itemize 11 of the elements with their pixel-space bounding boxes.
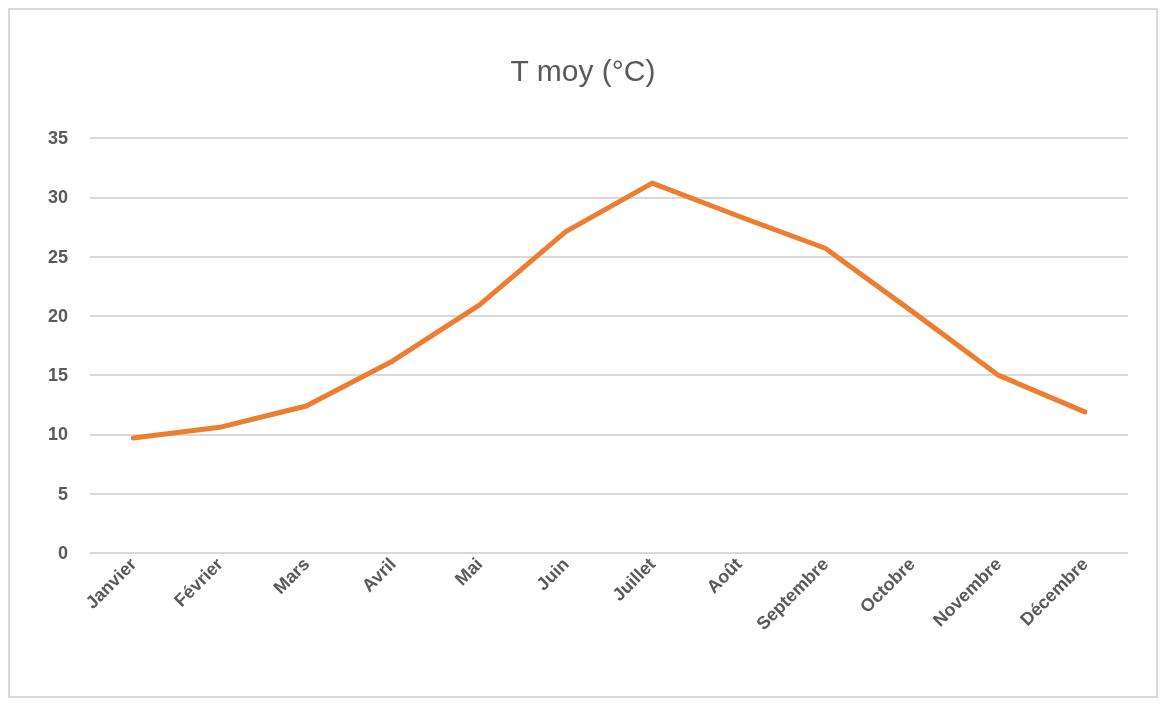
y-tick-label: 0	[57, 543, 68, 563]
y-tick-label: 30	[47, 187, 68, 208]
y-tick-label: 20	[47, 305, 68, 326]
y-tick-label: 10	[47, 424, 68, 445]
x-tick-label: Mai	[450, 553, 487, 590]
y-tick-label: 5	[57, 483, 68, 504]
x-tick-label: Juin	[532, 553, 573, 595]
y-tick-label: 35	[47, 128, 68, 148]
chart-title: T moy (°C)	[510, 53, 656, 87]
y-tick-label: 15	[47, 365, 68, 386]
y-tick-label: 25	[47, 246, 68, 267]
